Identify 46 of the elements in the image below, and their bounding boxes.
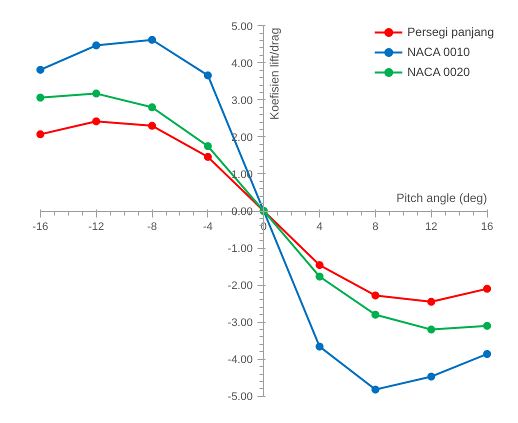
y-tick-label: 5.00: [231, 20, 253, 33]
point: [36, 130, 44, 138]
point: [92, 90, 100, 98]
y-tick-label: 3.00: [231, 94, 253, 107]
point: [92, 41, 100, 50]
x-tick-label: -12: [88, 221, 104, 233]
legend-label: Persegi panjang: [407, 25, 494, 39]
point: [483, 284, 492, 293]
x-axis-title: Pitch angle (deg): [396, 191, 488, 205]
y-tick-label: -4.00: [228, 354, 253, 366]
y-tick-label: 0.00: [231, 206, 253, 218]
x-tick-label: -16: [32, 221, 48, 233]
point: [204, 152, 212, 161]
x-tick-label: -4: [203, 221, 213, 233]
point: [36, 94, 44, 102]
y-tick-label: -2.00: [228, 280, 253, 292]
y-axis-title: Koefisien lift/drag: [268, 28, 282, 120]
point: [371, 386, 380, 394]
x-tick-label: 8: [372, 221, 378, 233]
point: [427, 326, 436, 334]
point: [483, 350, 492, 358]
x-tick-label: 16: [480, 221, 494, 233]
point: [371, 310, 380, 319]
y-tick-label: 4.00: [231, 58, 253, 70]
point: [204, 71, 212, 80]
point: [148, 36, 156, 44]
point: [316, 272, 324, 281]
y-tick-label: -3.00: [228, 317, 253, 330]
point: [148, 103, 156, 112]
point: [204, 142, 212, 150]
point: [316, 261, 324, 270]
x-tick-label: -8: [147, 221, 157, 233]
legend-label: NACA 0010: [407, 45, 470, 59]
y-tick-label: -1.00: [228, 243, 253, 256]
legend-label: NACA 0020: [407, 65, 470, 79]
point: [316, 342, 324, 351]
point: [92, 117, 100, 126]
point: [427, 298, 436, 306]
y-tick-label: -5.00: [228, 391, 253, 404]
x-tick-label: 4: [316, 221, 323, 233]
point: [483, 322, 492, 330]
point: [148, 122, 156, 130]
point: [36, 66, 44, 74]
point: [371, 291, 380, 300]
point: [427, 372, 436, 381]
x-tick-label: 12: [425, 221, 438, 233]
